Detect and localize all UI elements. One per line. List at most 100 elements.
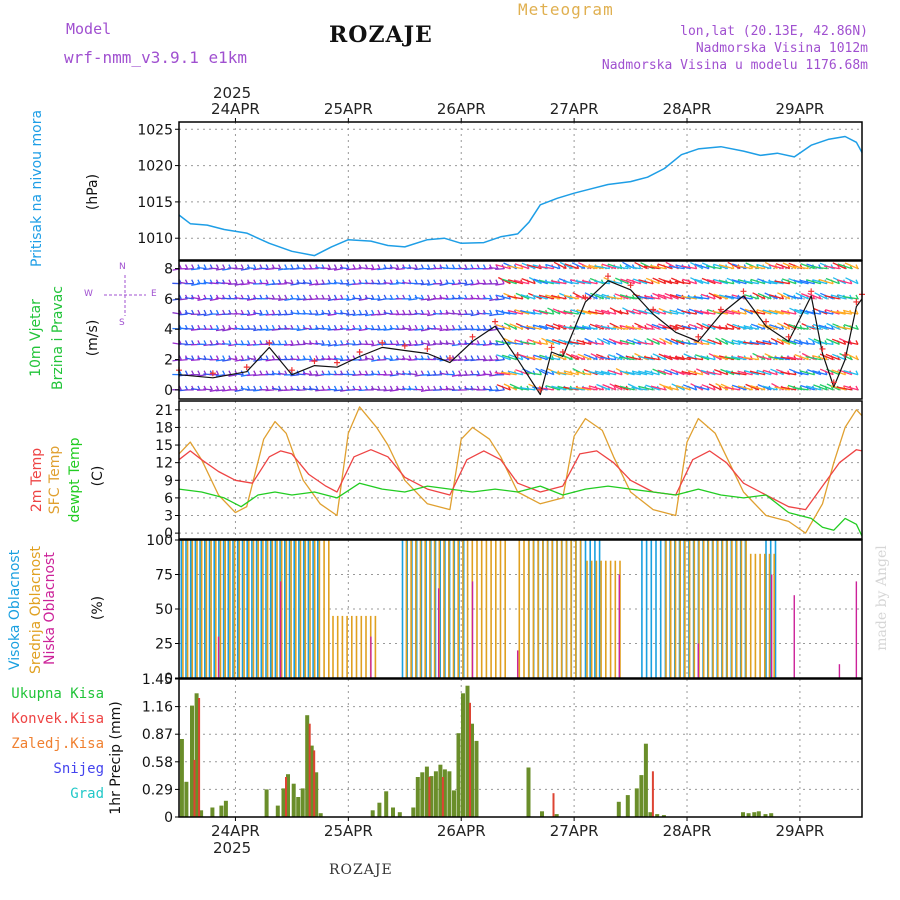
wind-barb — [825, 277, 840, 285]
wind-barb — [571, 262, 586, 270]
wind-barb — [575, 386, 592, 391]
wind-barb-flag — [309, 355, 313, 360]
wind-barb — [789, 307, 803, 315]
wind-barb-flag — [197, 370, 201, 375]
wind-barb — [495, 343, 505, 346]
wind-barb — [739, 307, 753, 315]
y-tick-label: 9 — [164, 473, 173, 489]
wind-barb — [184, 327, 194, 330]
wind-barb-flag — [184, 385, 189, 391]
wind-barb — [271, 313, 281, 316]
wind-barb-flag — [458, 355, 462, 360]
wind-barb — [352, 328, 362, 330]
wind-barb-flag — [296, 385, 300, 391]
total-precip-bar — [370, 810, 375, 817]
compass-e-label: E — [151, 289, 157, 299]
wind-barb — [731, 339, 747, 346]
wind-barb — [807, 368, 822, 376]
wind-barb — [545, 384, 561, 391]
wind-barb-flag — [855, 309, 859, 315]
wind-barb — [265, 389, 275, 392]
wind-barb-flag — [290, 340, 294, 345]
wind-barb — [812, 279, 828, 285]
wind-barb — [643, 356, 660, 361]
wind-barb — [668, 356, 685, 361]
wind-barb — [581, 325, 598, 330]
wind-barb — [420, 374, 430, 376]
wind-barb-flag — [470, 324, 474, 330]
wind-barb-flag — [253, 340, 257, 345]
wind-barb — [532, 294, 548, 300]
wind-barb — [371, 267, 380, 271]
wind-barb — [570, 309, 585, 315]
wind-barb-flag — [402, 294, 406, 300]
x-day-label-bottom: 28APR — [663, 822, 712, 840]
wind-barb-flag — [408, 324, 412, 330]
wind-barb-flag — [284, 294, 288, 300]
wind-barb — [708, 383, 722, 391]
cloud-unit: (%) — [90, 595, 106, 621]
temp-2m-line — [178, 449, 863, 511]
wind-barb — [587, 310, 604, 315]
wind-barb — [637, 341, 654, 346]
x-day-label-bottom: 25APR — [324, 822, 373, 840]
wind-barb — [783, 322, 797, 330]
wind-barb-flag — [420, 309, 424, 315]
wind-unit: (m/s) — [85, 319, 101, 357]
wind-barb — [832, 353, 846, 361]
wind-barb-flag — [290, 279, 294, 284]
wind-barb-flag — [271, 294, 275, 300]
wind-barb — [308, 374, 318, 376]
wind-barb-flag — [396, 264, 400, 269]
wind-barb — [321, 327, 331, 330]
wind-barb — [507, 295, 523, 300]
wind-barb — [445, 387, 455, 391]
total-precip-bar — [634, 788, 639, 817]
wind-barb — [590, 292, 604, 300]
wind-barb-flag — [309, 279, 313, 284]
wind-barb — [726, 277, 741, 285]
total-precip-bar — [456, 733, 461, 817]
wind-barb — [688, 308, 704, 315]
wind-barb-flag — [302, 264, 306, 269]
wind-barb — [439, 283, 449, 286]
total-precip-bar — [391, 807, 395, 817]
total-precip-bar — [752, 812, 757, 817]
wind-barb — [408, 298, 418, 301]
wind-barb-flag — [203, 309, 207, 315]
conv-precip-bar — [428, 777, 431, 817]
wind-barb — [675, 370, 691, 376]
wind-barb-flag — [538, 370, 542, 375]
wind-barb — [482, 312, 492, 315]
wind-barb — [831, 338, 846, 346]
wind-barb-flag — [482, 340, 487, 345]
wind-barb — [296, 298, 306, 301]
wind-barb — [327, 358, 337, 361]
wind-barb-flag — [855, 340, 859, 345]
wind-barb-flag — [464, 324, 468, 330]
wind-barb-flag — [340, 279, 344, 284]
wind-barb — [743, 280, 759, 285]
gust-marker — [627, 282, 634, 289]
wind-barb — [395, 388, 405, 391]
x-day-label-top: 25APR — [324, 100, 373, 118]
wind-barb — [690, 262, 704, 270]
total-precip-bar — [194, 693, 199, 817]
wind-barb — [836, 386, 852, 391]
wind-barb — [843, 385, 859, 391]
wind-barb-flag — [265, 264, 269, 269]
wind-barb-flag — [470, 370, 474, 375]
wind-barb — [615, 277, 629, 285]
temp-dewpt-label: dewpt Temp — [67, 437, 83, 523]
wind-barb — [538, 294, 554, 300]
wind-barb-flag — [464, 279, 468, 284]
wind-barb-flag — [489, 309, 493, 315]
wind-barb — [764, 292, 778, 300]
wind-barb — [557, 310, 573, 315]
wind-barb — [222, 267, 232, 271]
gust-marker — [401, 342, 408, 349]
wind-barb — [619, 385, 635, 391]
wind-barb — [780, 310, 797, 315]
wind-barb — [757, 383, 772, 391]
wind-barb — [495, 294, 511, 300]
